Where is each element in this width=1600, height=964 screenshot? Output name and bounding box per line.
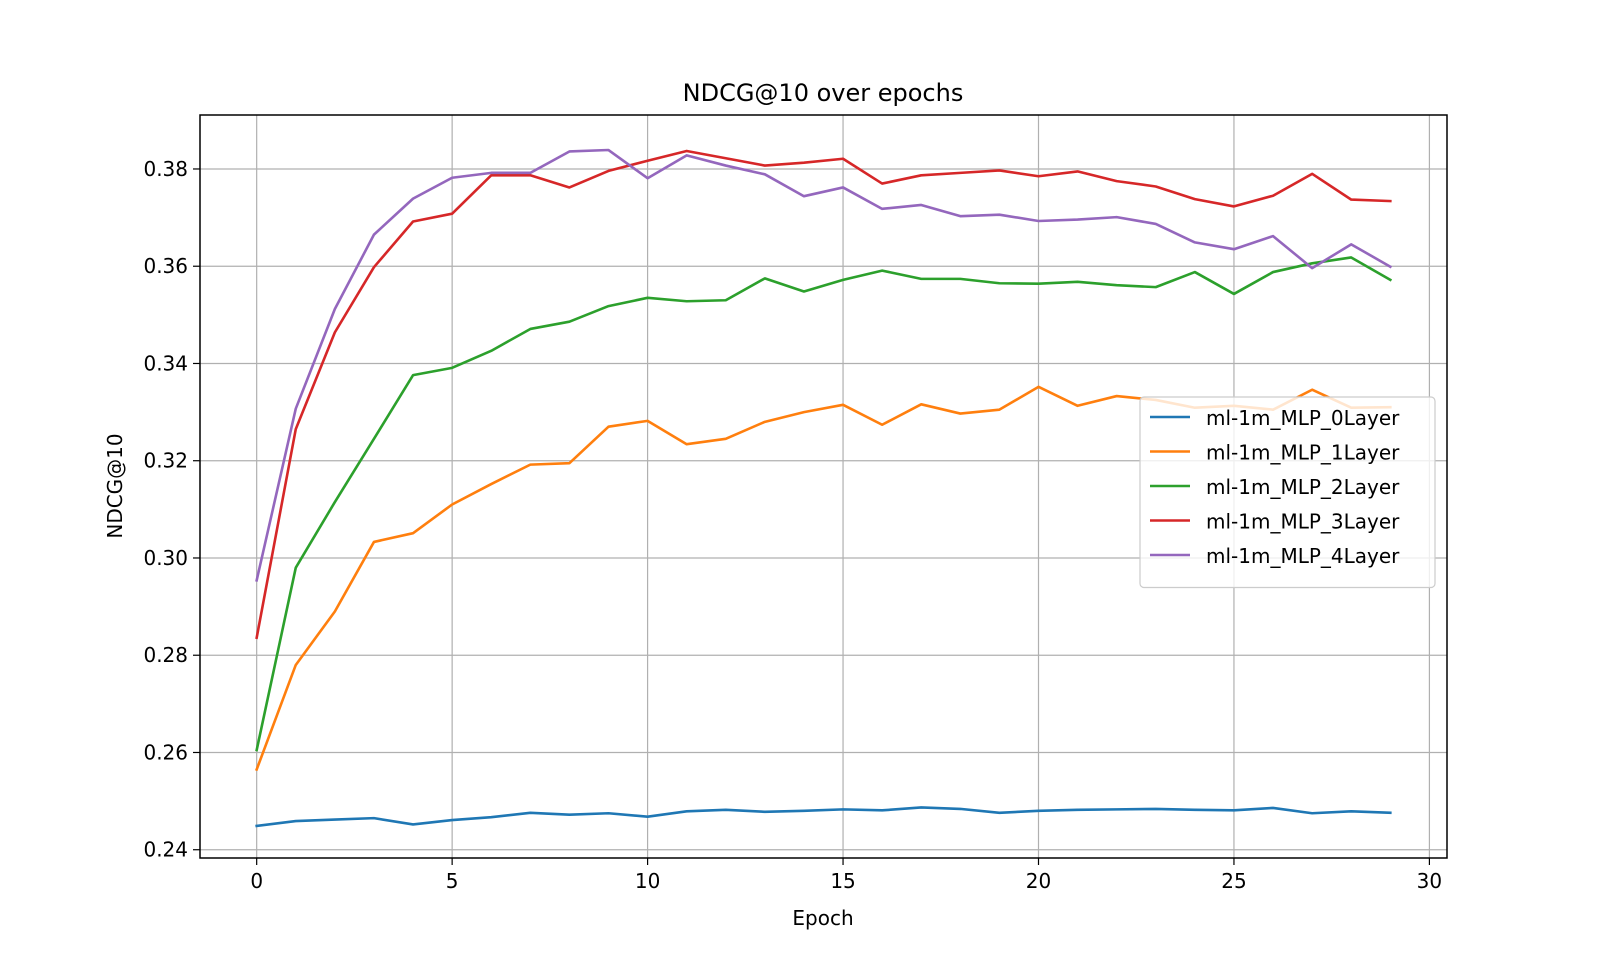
y-axis-label: NDCG@10 (103, 433, 127, 538)
y-tick-label: 0.26 (143, 740, 188, 764)
legend-label: ml-1m_MLP_1Layer (1206, 441, 1400, 465)
x-tick-label: 0 (250, 869, 263, 893)
series-lines (255, 148, 1393, 828)
legend-box (1139, 396, 1436, 589)
y-tick-label: 0.24 (143, 838, 188, 862)
legend-label: ml-1m_MLP_0Layer (1206, 406, 1400, 430)
series-line-ml-1m_MLP_3Layer (255, 149, 1392, 640)
y-tick-label: 0.34 (143, 351, 188, 375)
x-tick-label: 10 (635, 869, 660, 893)
x-tick-label: 30 (1417, 869, 1442, 893)
x-tick-label: 25 (1221, 869, 1246, 893)
series-line-ml-1m_MLP_0Layer (255, 806, 1392, 828)
x-axis-ticks: 0 5 10 15 20 25 30 (250, 858, 1442, 893)
x-tick-label: 5 (446, 869, 459, 893)
chart-title: NDCG@10 over epochs (683, 79, 964, 107)
legend-label: ml-1m_MLP_3Layer (1206, 510, 1400, 534)
plot-frame (199, 114, 1448, 859)
series-line-ml-1m_MLP_4Layer (255, 148, 1393, 582)
series-line-ml-1m_MLP_2Layer (255, 256, 1393, 752)
legend-label: ml-1m_MLP_4Layer (1206, 544, 1400, 568)
y-tick-label: 0.28 (143, 643, 188, 667)
y-axis-ticks: 0.24 0.26 0.28 0.30 0.32 0.34 0.36 0.38 (143, 157, 200, 862)
legend: ml-1m_MLP_0Layer ml-1m_MLP_1Layer ml-1m_ML… (1139, 396, 1436, 589)
x-tick-label: 20 (1026, 869, 1051, 893)
y-tick-label: 0.30 (143, 546, 188, 570)
legend-label: ml-1m_MLP_2Layer (1206, 475, 1400, 499)
y-tick-label: 0.38 (143, 157, 188, 181)
y-tick-label: 0.36 (143, 254, 188, 278)
x-tick-label: 15 (830, 869, 855, 893)
y-tick-label: 0.32 (143, 449, 188, 473)
x-axis-label: Epoch (792, 906, 853, 930)
